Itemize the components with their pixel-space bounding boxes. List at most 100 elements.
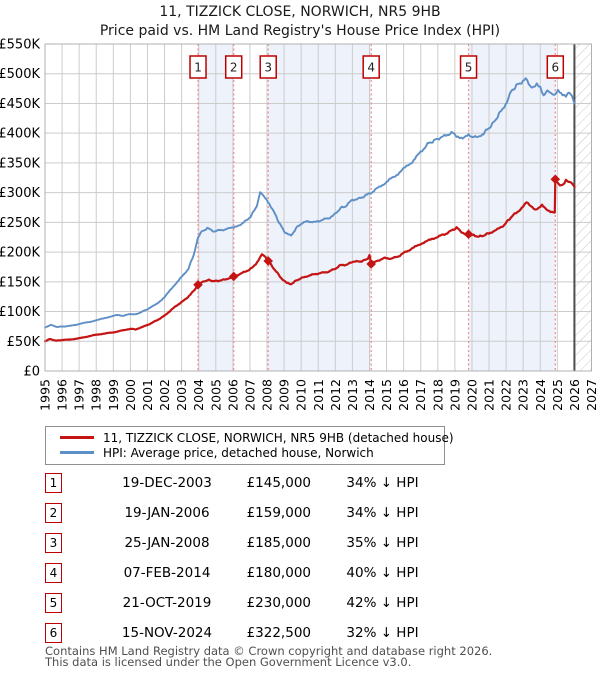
x-tick-label: 2023 bbox=[516, 379, 531, 411]
x-tick-label: 2020 bbox=[465, 379, 480, 411]
transaction-price: £180,000 bbox=[246, 565, 311, 581]
sale-point bbox=[193, 279, 203, 290]
x-tick-label: 2019 bbox=[447, 379, 462, 411]
transaction-date: 07-FEB-2014 bbox=[123, 565, 211, 581]
page-title: 11, TIZZICK CLOSE, NORWICH, NR5 9HB bbox=[159, 4, 441, 20]
y-tick-label: £250K bbox=[0, 216, 40, 231]
sale-marker-number: 6 bbox=[551, 61, 559, 75]
transaction-price: £322,500 bbox=[246, 625, 311, 641]
page-subtitle: Price paid vs. HM Land Registry's House … bbox=[99, 23, 501, 39]
transaction-number-badge: 2 bbox=[45, 503, 62, 523]
transaction-row: 4 07-FEB-2014 £180,000 40% ↓ HPI bbox=[45, 563, 565, 584]
sale-marker-box bbox=[224, 55, 243, 79]
y-tick-label: £400K bbox=[0, 127, 40, 142]
x-tick-label: 2022 bbox=[499, 379, 514, 411]
legend-row: 11, TIZZICK CLOSE, NORWICH, NR5 9HB (det… bbox=[46, 430, 454, 445]
x-tick-label: 1997 bbox=[72, 379, 87, 411]
transaction-vs-hpi: 40% ↓ HPI bbox=[346, 565, 419, 581]
x-tick-label: 2005 bbox=[208, 379, 223, 411]
x-tick-label: 2018 bbox=[430, 379, 445, 411]
transaction-price: £230,000 bbox=[246, 595, 311, 611]
sale-point bbox=[263, 256, 274, 266]
x-tick-label: 2013 bbox=[345, 379, 360, 411]
sale-marker-box bbox=[459, 55, 478, 79]
legend-label: HPI: Average price, detached house, Norw… bbox=[103, 445, 374, 460]
plot-border bbox=[44, 43, 592, 372]
transaction-number-badge: 3 bbox=[45, 533, 62, 553]
x-tick-label: 1998 bbox=[89, 379, 104, 411]
transaction-vs-hpi: 34% ↓ HPI bbox=[346, 505, 419, 521]
future-region-hatch bbox=[574, 44, 592, 371]
chart-legend: 11, TIZZICK CLOSE, NORWICH, NR5 9HB (det… bbox=[45, 426, 454, 465]
legend-label: 11, TIZZICK CLOSE, NORWICH, NR5 9HB (det… bbox=[103, 430, 454, 445]
y-tick-label: £0 bbox=[23, 365, 40, 380]
sale-marker-box bbox=[259, 55, 277, 79]
transaction-number-badge: 6 bbox=[45, 623, 62, 643]
transaction-date: 25-JAN-2008 bbox=[124, 535, 210, 551]
transaction-date: 15-NOV-2024 bbox=[121, 625, 213, 641]
x-tick-label: 1995 bbox=[38, 379, 53, 411]
x-tick-label: 2003 bbox=[174, 379, 189, 411]
x-tick-label: 2016 bbox=[396, 379, 411, 411]
x-tick-label: 2027 bbox=[584, 379, 599, 411]
sale-point bbox=[550, 174, 561, 185]
ownership-period-band bbox=[268, 44, 372, 371]
legend-line-swatch bbox=[60, 436, 94, 439]
transaction-date: 21-OCT-2019 bbox=[122, 595, 212, 611]
x-tick-label: 2012 bbox=[328, 379, 343, 411]
transaction-price: £145,000 bbox=[246, 475, 311, 491]
x-tick-label: 2015 bbox=[379, 379, 394, 411]
sale-point bbox=[228, 271, 239, 282]
x-tick-label: 2002 bbox=[157, 379, 172, 411]
transaction-row: 3 25-JAN-2008 £185,000 35% ↓ HPI bbox=[45, 533, 565, 554]
sale-marker-number: 2 bbox=[230, 61, 238, 75]
transaction-number-badge: 1 bbox=[45, 473, 62, 493]
sale-marker-number: 3 bbox=[264, 61, 272, 75]
transaction-vs-hpi: 32% ↓ HPI bbox=[346, 625, 419, 641]
y-tick-label: £50K bbox=[7, 335, 41, 350]
x-tick-label: 2021 bbox=[482, 379, 497, 411]
y-tick-label: £350K bbox=[0, 156, 40, 171]
sale-marker-box bbox=[546, 55, 565, 79]
footer-line-2: This data is licensed under the Open Gov… bbox=[45, 655, 412, 669]
hpi-line bbox=[44, 77, 576, 329]
sale-marker-box bbox=[362, 55, 380, 79]
y-tick-label: £550K bbox=[0, 38, 40, 53]
x-tick-label: 2011 bbox=[311, 379, 326, 411]
transaction-price: £159,000 bbox=[246, 505, 311, 521]
transaction-row: 5 21-OCT-2019 £230,000 42% ↓ HPI bbox=[45, 593, 565, 614]
transactions-table: 1 19-DEC-2003 £145,000 34% ↓ HPI 2 19-JAN-200… bbox=[45, 473, 565, 653]
x-tick-label: 2001 bbox=[140, 379, 155, 411]
y-tick-label: £450K bbox=[0, 97, 40, 112]
x-tick-label: 2008 bbox=[260, 379, 275, 411]
sale-marker-box bbox=[189, 55, 207, 79]
price-paid-line bbox=[43, 178, 576, 343]
legend-line-swatch bbox=[60, 451, 94, 454]
x-tick-label: 2006 bbox=[225, 379, 240, 411]
x-tick-label: 2007 bbox=[242, 379, 257, 411]
sale-point bbox=[463, 229, 474, 240]
x-tick-label: 2000 bbox=[123, 379, 138, 411]
transaction-vs-hpi: 42% ↓ HPI bbox=[346, 595, 419, 611]
x-tick-label: 2017 bbox=[413, 379, 428, 411]
y-tick-label: £200K bbox=[0, 246, 40, 261]
x-tick-label: 2004 bbox=[191, 379, 206, 411]
transaction-price: £185,000 bbox=[246, 535, 311, 551]
x-tick-label: 2026 bbox=[567, 379, 582, 411]
x-tick-label: 2025 bbox=[550, 379, 565, 411]
license-footer: Contains HM Land Registry data © Crown c… bbox=[45, 645, 492, 669]
y-tick-label: £500K bbox=[0, 67, 40, 82]
transaction-vs-hpi: 35% ↓ HPI bbox=[346, 535, 419, 551]
legend-row: HPI: Average price, detached house, Norw… bbox=[46, 445, 444, 460]
transaction-number-badge: 4 bbox=[45, 563, 62, 583]
sale-marker-number: 5 bbox=[465, 61, 473, 75]
sale-marker-number: 4 bbox=[367, 61, 375, 75]
transaction-row: 2 19-JAN-2006 £159,000 34% ↓ HPI bbox=[45, 503, 565, 524]
transaction-date: 19-JAN-2006 bbox=[124, 505, 210, 521]
x-tick-label: 2010 bbox=[294, 379, 309, 411]
transaction-number-badge: 5 bbox=[45, 593, 62, 613]
x-tick-label: 2014 bbox=[362, 379, 377, 411]
sale-point bbox=[366, 259, 376, 269]
x-tick-label: 2024 bbox=[533, 379, 548, 411]
